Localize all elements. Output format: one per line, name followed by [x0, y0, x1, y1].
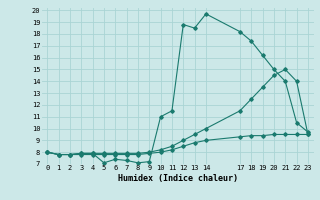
- X-axis label: Humidex (Indice chaleur): Humidex (Indice chaleur): [118, 174, 237, 183]
